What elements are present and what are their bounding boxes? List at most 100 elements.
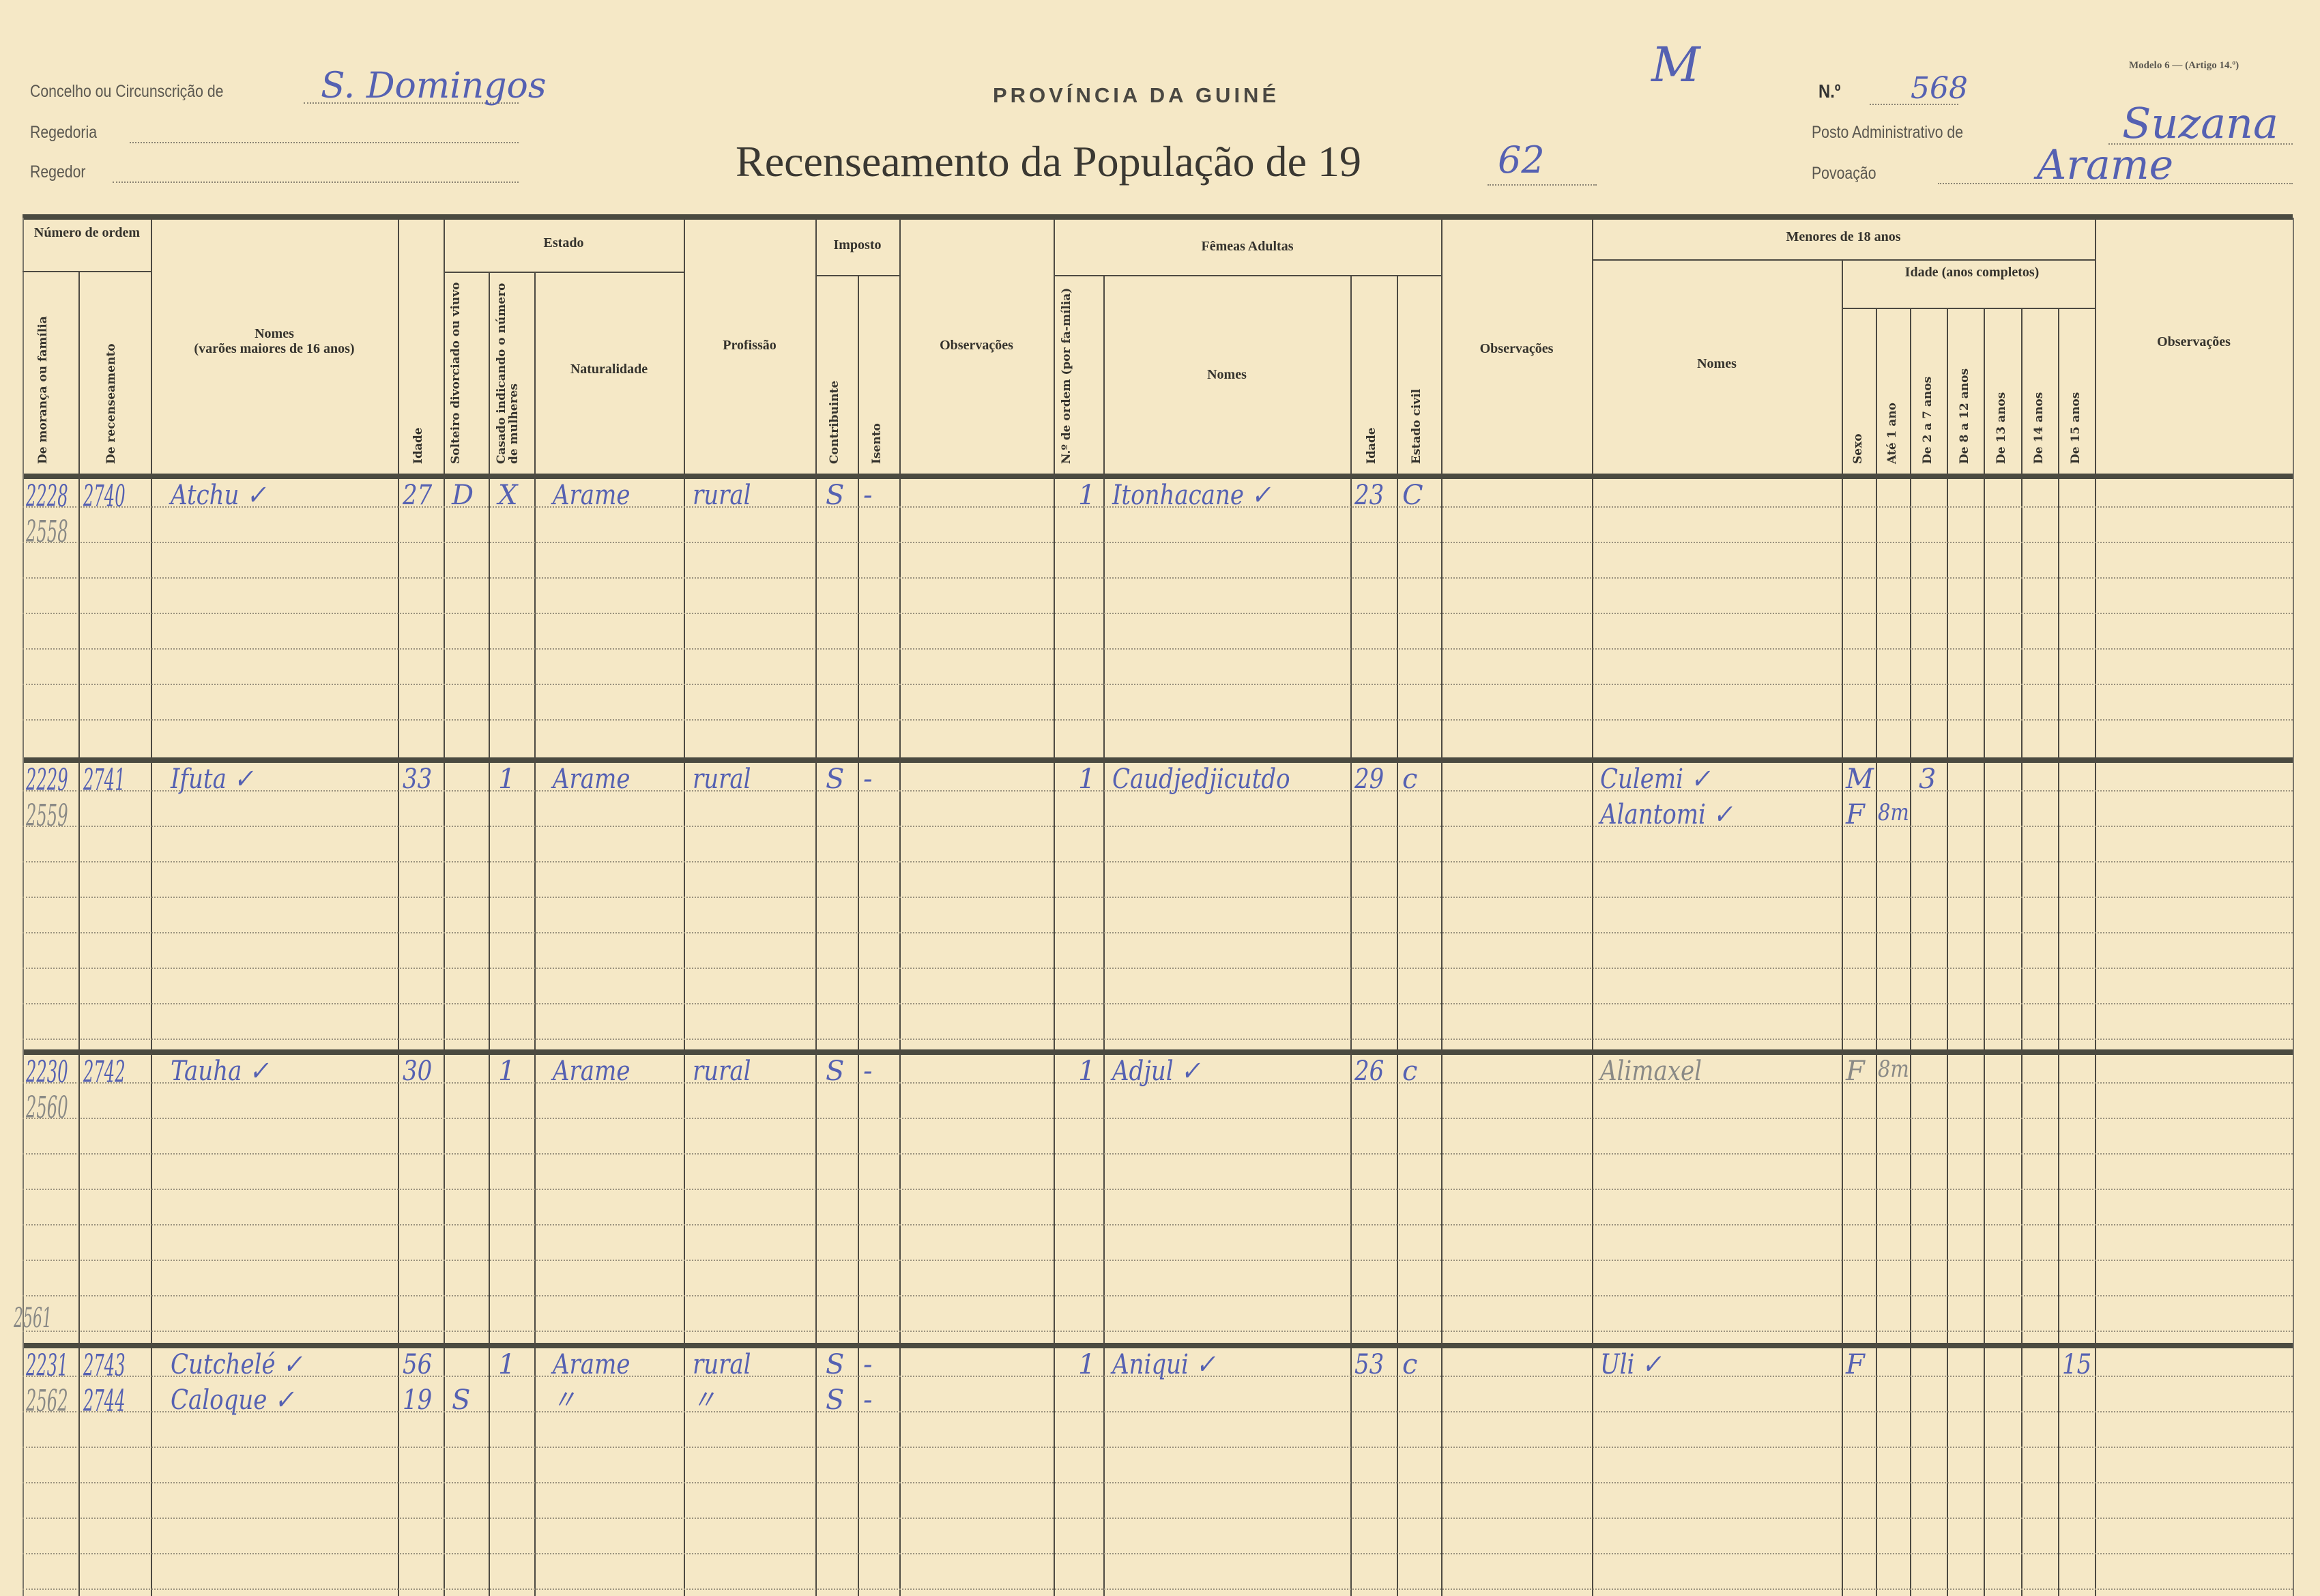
entry-m-sexo[interactable]: F xyxy=(1846,1349,1865,1380)
entry-moranca-pencil[interactable]: 2562 xyxy=(26,1384,68,1419)
entry-moranca-pencil[interactable]: 2560 xyxy=(26,1090,68,1125)
column-rule xyxy=(2293,218,2294,1596)
entry-moranca[interactable]: 2228 xyxy=(26,479,68,514)
entry-nome[interactable]: Cutchelé ✓ xyxy=(171,1349,302,1380)
entry-moranca-pencil[interactable]: 2559 xyxy=(26,798,68,833)
entry-f-estado[interactable]: c xyxy=(1402,764,1418,795)
col-profissao: Profissão xyxy=(723,338,777,353)
column-rule xyxy=(1876,308,1877,1596)
col-m-8a12: De 8 a 12 anos xyxy=(1958,368,1971,464)
entry-nome[interactable]: Atchu ✓ xyxy=(171,480,266,511)
entry-isento[interactable]: - xyxy=(863,480,873,511)
entry-moranca[interactable]: 2229 xyxy=(26,763,68,798)
povoacao-value[interactable]: Arame xyxy=(2037,141,2174,189)
entry-f-nome[interactable]: Itonhacane ✓ xyxy=(1112,480,1271,511)
entry-casado[interactable]: X xyxy=(498,480,518,511)
entry-m-nome[interactable]: Culemi ✓ xyxy=(1600,764,1711,795)
entry-m-15[interactable]: 15 xyxy=(2062,1349,2092,1380)
entry-f-nome[interactable]: Caudjedjicutdo xyxy=(1112,764,1290,795)
entry-profissao[interactable]: rural xyxy=(693,1056,751,1087)
entry-contribuinte[interactable]: S xyxy=(826,1349,845,1380)
entry-moranca[interactable]: 2230 xyxy=(26,1055,68,1090)
posto-value[interactable]: Suzana xyxy=(2122,98,2278,148)
entry-profissao[interactable]: rural xyxy=(693,1349,751,1380)
entry-m-sexo-pencil[interactable]: F xyxy=(1846,1056,1865,1087)
concelho-value[interactable]: S. Domingos xyxy=(321,66,547,106)
entry-f-estado[interactable]: c xyxy=(1402,1349,1418,1380)
entry-isento[interactable]: - xyxy=(863,1349,873,1380)
entry-isento[interactable]: - xyxy=(863,1056,873,1087)
entry-idade[interactable]: 27 xyxy=(403,480,433,511)
entry-casado[interactable]: 1 xyxy=(498,764,516,795)
entry-casado[interactable]: 1 xyxy=(498,1056,516,1087)
entry-recenseamento[interactable]: 2743 xyxy=(83,1348,126,1383)
entry-naturalidade[interactable]: Arame xyxy=(553,1349,630,1380)
col-naturalidade: Naturalidade xyxy=(570,362,648,377)
entry-isento[interactable]: - xyxy=(863,1384,873,1416)
entry-f-ordem[interactable]: 1 xyxy=(1078,1056,1096,1087)
col-nomes: Nomes (varões maiores de 16 anos) xyxy=(151,326,398,356)
entry-idade[interactable]: 56 xyxy=(403,1349,433,1380)
regedor-field-line[interactable] xyxy=(113,182,519,183)
entry-contribuinte[interactable]: S xyxy=(826,480,845,511)
entry-m-ate1-pencil[interactable]: 8m xyxy=(1878,1056,1909,1083)
entry-f-estado[interactable]: c xyxy=(1402,1056,1418,1087)
entry-f-ordem[interactable]: 1 xyxy=(1078,764,1096,795)
entry-f-nome[interactable]: Aniqui ✓ xyxy=(1112,1349,1216,1380)
entry-isento[interactable]: - xyxy=(863,764,873,795)
entry-m-2a7[interactable]: 3 xyxy=(1919,764,1937,795)
entry-profissao[interactable]: 〃 xyxy=(693,1384,716,1416)
entry-profissao[interactable]: rural xyxy=(693,764,751,795)
entry-contribuinte[interactable]: S xyxy=(826,1384,845,1416)
entry-m-nome-pencil[interactable]: Alimaxel xyxy=(1600,1056,1702,1087)
entry-f-idade[interactable]: 23 xyxy=(1354,480,1384,511)
entry-idade[interactable]: 19 xyxy=(403,1384,433,1416)
entry-solteiro[interactable]: D xyxy=(452,480,474,511)
entry-m-sexo[interactable]: F xyxy=(1846,799,1865,830)
entry-m-ate1[interactable]: 8m xyxy=(1878,799,1909,826)
entry-casado[interactable]: 1 xyxy=(498,1349,516,1380)
number-field-line xyxy=(1870,104,1958,105)
entry-line xyxy=(23,577,2293,579)
entry-naturalidade[interactable]: Arame xyxy=(553,764,630,795)
entry-profissao[interactable]: rural xyxy=(693,480,751,511)
posto-label: Posto Administrativo de xyxy=(1812,123,1964,142)
entry-line xyxy=(23,648,2293,650)
entry-f-ordem[interactable]: 1 xyxy=(1078,1349,1096,1380)
entry-m-sexo[interactable]: M xyxy=(1846,764,1874,795)
col-m-15: De 15 anos xyxy=(2069,392,2083,464)
entry-f-idade[interactable]: 29 xyxy=(1354,764,1384,795)
entry-idade[interactable]: 30 xyxy=(403,1056,433,1087)
entry-naturalidade[interactable]: 〃 xyxy=(553,1384,576,1416)
entry-recenseamento[interactable]: 2742 xyxy=(83,1055,126,1090)
entry-naturalidade[interactable]: Arame xyxy=(553,1056,630,1087)
entry-idade[interactable]: 33 xyxy=(403,764,433,795)
entry-m-nome[interactable]: Alantomi ✓ xyxy=(1600,799,1733,830)
column-rule xyxy=(858,275,859,1596)
entry-line xyxy=(23,1082,2293,1084)
entry-f-nome[interactable]: Adjul ✓ xyxy=(1112,1056,1200,1087)
entry-nome[interactable]: Tauha ✓ xyxy=(171,1056,269,1087)
entry-f-estado[interactable]: C xyxy=(1402,480,1423,511)
column-rule xyxy=(1350,275,1352,1596)
entry-recenseamento[interactable]: 2741 xyxy=(83,763,126,798)
entry-nome[interactable]: Ifuta ✓ xyxy=(171,764,254,795)
entry-contribuinte[interactable]: S xyxy=(826,1056,845,1087)
entry-recenseamento[interactable]: 2744 xyxy=(83,1384,126,1419)
entry-naturalidade[interactable]: Arame xyxy=(553,480,630,511)
entry-f-ordem[interactable]: 1 xyxy=(1078,480,1096,511)
entry-solteiro[interactable]: S xyxy=(452,1384,471,1416)
entry-f-idade[interactable]: 26 xyxy=(1354,1056,1384,1087)
col-menores: Menores de 18 anos xyxy=(1786,229,1901,244)
entry-moranca-pencil[interactable]: 2558 xyxy=(26,514,68,549)
number-value[interactable]: 568 xyxy=(1911,71,1968,106)
entry-nome[interactable]: Caloque ✓ xyxy=(171,1384,294,1416)
entry-f-idade[interactable]: 53 xyxy=(1354,1349,1384,1380)
entry-contribuinte[interactable]: S xyxy=(826,764,845,795)
entry-m-nome[interactable]: Uli ✓ xyxy=(1600,1349,1662,1380)
entry-line xyxy=(23,968,2293,969)
year-value[interactable]: 62 xyxy=(1498,139,1545,182)
entry-recenseamento[interactable]: 2740 xyxy=(83,479,126,514)
entry-moranca[interactable]: 2231 xyxy=(26,1348,68,1383)
regedoria-field-line[interactable] xyxy=(130,142,519,143)
